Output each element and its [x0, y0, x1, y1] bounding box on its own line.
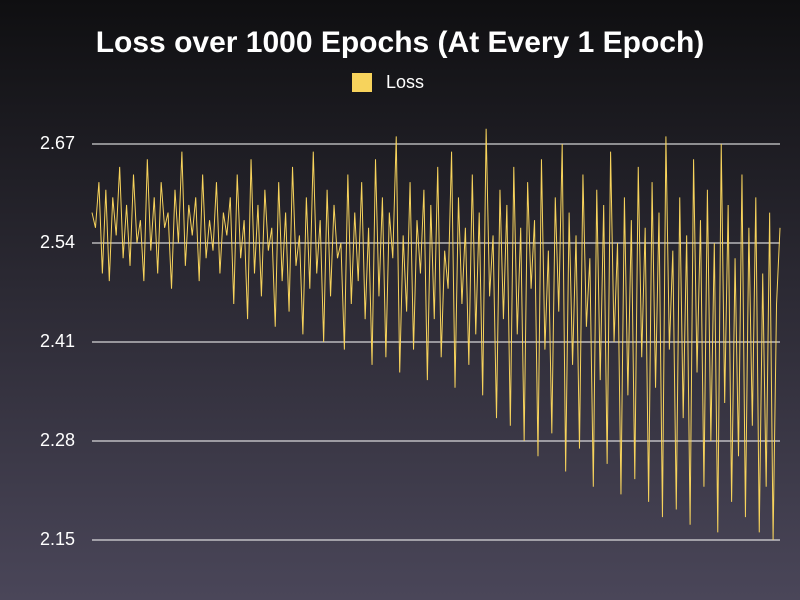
chart-title: Loss over 1000 Epochs (At Every 1 Epoch) — [96, 26, 705, 59]
legend-label: Loss — [386, 72, 424, 92]
loss-line — [91, 128, 781, 541]
y-tick-label: 2.54 — [40, 232, 75, 252]
y-tick-label: 2.67 — [40, 133, 75, 153]
y-tick-label: 2.28 — [40, 430, 75, 450]
y-tick-label: 2.41 — [40, 331, 75, 351]
legend-swatch — [352, 73, 372, 92]
y-tick-label: 2.15 — [40, 529, 75, 549]
